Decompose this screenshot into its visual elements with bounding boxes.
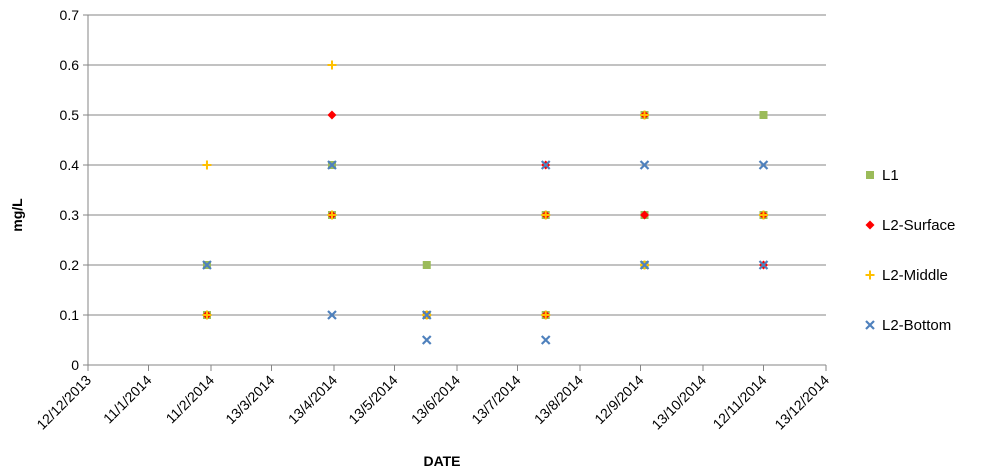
- data-point: [758, 210, 768, 220]
- data-point: [421, 335, 432, 345]
- y-tick-label: 0.6: [60, 57, 80, 73]
- y-tick-label: 0.5: [60, 107, 80, 123]
- legend-marker: [865, 220, 875, 230]
- data-point: [640, 110, 650, 120]
- legend-item: L2-Middle: [865, 267, 948, 284]
- axes: [83, 14, 827, 371]
- data-point: [758, 260, 769, 270]
- x-tick-label: 12/11/2014: [709, 372, 769, 432]
- series-l2-middle: [202, 60, 768, 320]
- data-point: [421, 310, 432, 320]
- data-point: [759, 111, 768, 119]
- y-tick-label: 0.7: [60, 7, 80, 23]
- legend-marker: [865, 270, 875, 280]
- data-point: [541, 210, 551, 220]
- data-point: [327, 210, 337, 220]
- data-point: [540, 160, 551, 170]
- legend-item: L1: [866, 167, 899, 184]
- x-tick-label: 13/6/2014: [408, 372, 464, 428]
- data-point: [639, 160, 650, 170]
- data-point: [202, 260, 212, 270]
- x-tick-label: 12/12/2013: [33, 372, 94, 433]
- data-point: [541, 310, 551, 320]
- x-tick-label: 12/9/2014: [591, 372, 647, 428]
- y-tick-label: 0.1: [60, 307, 80, 323]
- legend-item: L2-Bottom: [865, 317, 951, 334]
- x-tick-label: 13/3/2014: [222, 372, 278, 428]
- gridlines: [88, 14, 826, 316]
- x-tick-label: 11/2/2014: [162, 372, 217, 427]
- legend-label: L1: [882, 167, 899, 184]
- data-point: [202, 160, 212, 170]
- legend-item: L2-Surface: [865, 217, 955, 234]
- legend-marker: [866, 171, 874, 179]
- data-point: [327, 60, 337, 70]
- y-tick-labels: 0 0.1 0.2 0.3 0.4 0.5 0.6 0.7: [60, 7, 80, 373]
- data-points: [202, 60, 769, 345]
- x-tick-label: 13/5/2014: [345, 372, 401, 428]
- data-point: [640, 210, 650, 220]
- y-tick-label: 0.3: [60, 207, 80, 223]
- x-tick-label: 13/4/2014: [285, 372, 341, 428]
- x-tick-labels: 12/12/2013 11/1/2014 11/2/2014 13/3/2014 13/…: [33, 372, 832, 433]
- y-tick-label: 0.4: [60, 157, 80, 173]
- y-axis-title: mg/L: [9, 198, 25, 232]
- data-point: [327, 110, 337, 120]
- data-point: [758, 160, 769, 170]
- data-point: [202, 310, 212, 320]
- data-point: [422, 261, 431, 269]
- data-point: [540, 335, 551, 345]
- x-tick-label: 13/10/2014: [648, 372, 709, 433]
- legend-marker: [865, 320, 875, 330]
- data-point: [327, 160, 337, 170]
- data-point: [327, 310, 337, 320]
- legend: L1 L2-Surface L2-Middle L2-Bottom: [865, 167, 955, 334]
- data-point: [639, 260, 650, 270]
- legend-label: L2-Bottom: [882, 317, 951, 334]
- x-tick-label: 13/8/2014: [531, 372, 587, 428]
- x-tick-label: 13/12/2014: [771, 372, 832, 433]
- x-tick-label: 13/7/2014: [468, 372, 524, 428]
- x-axis-title: DATE: [423, 453, 460, 468]
- y-tick-label: 0: [71, 357, 79, 373]
- series-l2-bottom: [202, 160, 769, 345]
- x-tick-label: 11/1/2014: [100, 372, 155, 427]
- legend-label: L2-Middle: [882, 267, 948, 284]
- y-tick-label: 0.2: [60, 257, 80, 273]
- legend-label: L2-Surface: [882, 217, 955, 234]
